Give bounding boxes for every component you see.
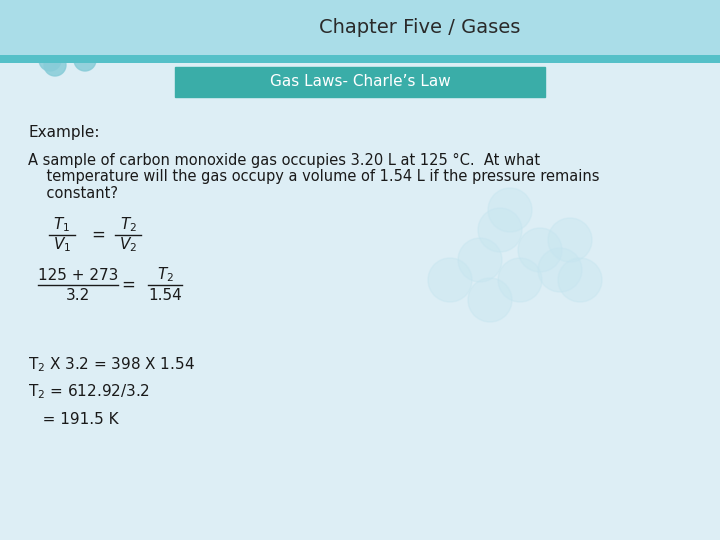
Text: $V_1$: $V_1$ <box>53 235 71 254</box>
FancyBboxPatch shape <box>0 0 720 55</box>
Circle shape <box>488 188 532 232</box>
Circle shape <box>498 258 542 302</box>
Text: = 191.5 K: = 191.5 K <box>28 413 119 428</box>
Circle shape <box>54 14 76 36</box>
Circle shape <box>14 14 36 36</box>
Circle shape <box>468 278 512 322</box>
Text: Chapter Five / Gases: Chapter Five / Gases <box>319 18 521 37</box>
Circle shape <box>49 39 71 61</box>
Circle shape <box>64 29 86 51</box>
Circle shape <box>74 49 96 71</box>
Text: =: = <box>121 276 135 294</box>
Circle shape <box>84 19 106 41</box>
Circle shape <box>4 19 26 41</box>
Circle shape <box>24 24 46 46</box>
Text: $T_2$: $T_2$ <box>156 266 174 285</box>
Text: temperature will the gas occupy a volume of 1.54 L if the pressure remains: temperature will the gas occupy a volume… <box>28 170 600 185</box>
FancyBboxPatch shape <box>0 55 720 63</box>
Circle shape <box>34 9 56 31</box>
Text: A sample of carbon monoxide gas occupies 3.20 L at 125 °C.  At what: A sample of carbon monoxide gas occupies… <box>28 152 540 167</box>
Circle shape <box>59 4 81 26</box>
Text: Gas Laws- Charle’s Law: Gas Laws- Charle’s Law <box>269 75 451 90</box>
Text: 1.54: 1.54 <box>148 287 182 302</box>
Text: Example:: Example: <box>28 125 99 139</box>
Text: T$_2$ X 3.2 = 398 X 1.54: T$_2$ X 3.2 = 398 X 1.54 <box>28 356 195 374</box>
Circle shape <box>548 218 592 262</box>
Circle shape <box>79 34 101 56</box>
Circle shape <box>29 0 51 21</box>
Circle shape <box>558 258 602 302</box>
Text: $T_1$: $T_1$ <box>53 215 71 234</box>
Text: $T_2$: $T_2$ <box>120 215 137 234</box>
Text: $V_2$: $V_2$ <box>119 235 137 254</box>
Text: 125 + 273: 125 + 273 <box>38 267 118 282</box>
Circle shape <box>19 39 41 61</box>
Circle shape <box>458 238 502 282</box>
Circle shape <box>44 54 66 76</box>
FancyBboxPatch shape <box>175 67 545 97</box>
Circle shape <box>39 49 61 71</box>
Circle shape <box>44 24 66 46</box>
Circle shape <box>69 14 91 36</box>
Circle shape <box>518 228 562 272</box>
Text: =: = <box>91 226 105 244</box>
Text: constant?: constant? <box>28 186 118 201</box>
Circle shape <box>428 258 472 302</box>
Circle shape <box>478 208 522 252</box>
Text: 3.2: 3.2 <box>66 287 90 302</box>
Circle shape <box>9 34 31 56</box>
Circle shape <box>538 248 582 292</box>
Text: T$_2$ = 612.92/3.2: T$_2$ = 612.92/3.2 <box>28 383 149 401</box>
